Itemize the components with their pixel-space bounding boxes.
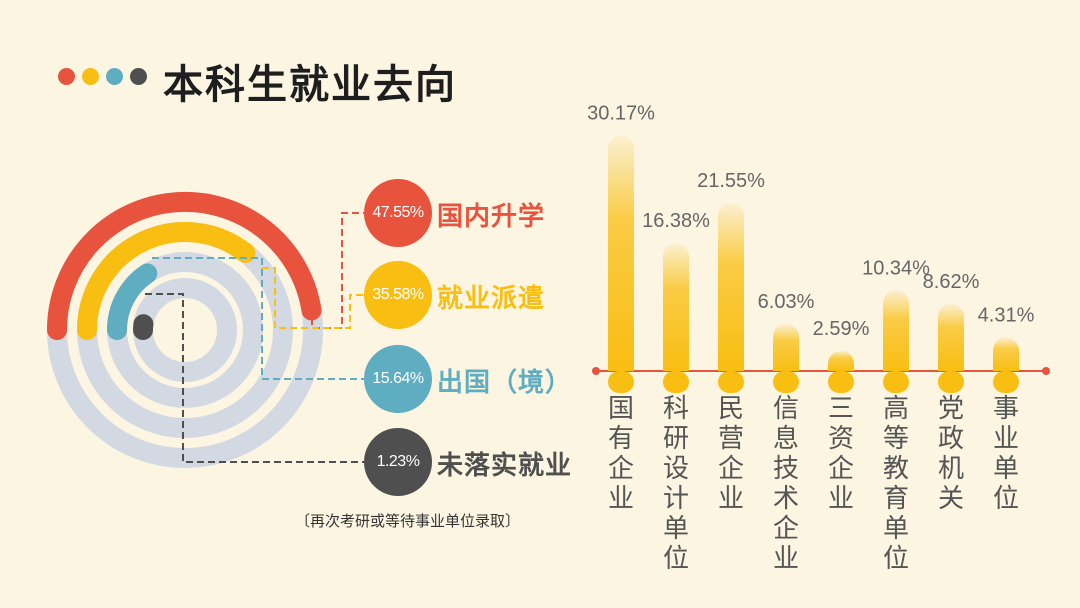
category-label-1-char-1: 国 — [608, 394, 634, 424]
category-label-3-char-3: 企 — [718, 454, 744, 484]
category-label-3-char-2: 营 — [718, 424, 744, 454]
leader-line-unemployed — [145, 293, 366, 463]
bar-base-1 — [608, 371, 634, 393]
radial-arc-2 — [77, 222, 256, 340]
chart-title: 本科生就业去向 — [163, 62, 457, 108]
badge-employment: 35.58% — [364, 261, 432, 329]
badge-unemployed: 1.23% — [364, 428, 432, 496]
bar-value-label-7: 8.62% — [923, 271, 980, 293]
category-label-1-char-4: 业 — [608, 484, 634, 514]
bar-base-3 — [718, 371, 744, 393]
category-label-2-char-4: 计 — [663, 484, 689, 514]
category-label-4-char-3: 技 — [773, 454, 799, 484]
category-label-8-char-3: 单 — [993, 454, 1019, 484]
bar-3 — [718, 202, 744, 371]
baseline-endpoint-left — [592, 367, 600, 375]
bar-value-label-8: 4.31% — [978, 304, 1035, 326]
label-employment: 就业派遣 — [437, 284, 546, 314]
category-label-8-char-1: 事 — [993, 394, 1019, 424]
bar-value-label-4: 6.03% — [758, 291, 815, 313]
track-ring-4 — [133, 278, 237, 382]
decor-dot-yellow — [82, 68, 99, 85]
badge-abroad: 15.64% — [364, 345, 432, 413]
bar-6 — [883, 290, 909, 371]
bar-base-7 — [938, 371, 964, 393]
category-label-5-char-1: 三 — [828, 394, 854, 424]
leader-line-employment — [262, 267, 366, 329]
bar-5 — [828, 350, 854, 371]
category-label-1-char-2: 有 — [608, 424, 634, 454]
bar-value-label-5: 2.59% — [813, 318, 870, 340]
category-label-4-char-4: 术 — [773, 484, 799, 514]
category-label-2-char-6: 位 — [663, 544, 689, 574]
label-abroad: 出国（境） — [437, 368, 573, 398]
category-label-7-char-1: 党 — [938, 394, 964, 424]
radial-arc-1 — [47, 192, 322, 340]
category-label-6-char-6: 位 — [883, 544, 909, 574]
category-label-8-char-4: 位 — [993, 484, 1019, 514]
category-label-2-char-2: 研 — [663, 424, 689, 454]
category-label-3-char-4: 业 — [718, 484, 744, 514]
bar-base-5 — [828, 371, 854, 393]
unemployed-note: 〔再次考研或等待事业单位录取〕 — [295, 512, 521, 530]
leader-line-domestic-study — [311, 212, 366, 329]
bar-value-label-1: 30.17% — [587, 103, 655, 125]
category-label-7-char-2: 政 — [938, 424, 964, 454]
category-label-2-char-5: 单 — [663, 514, 689, 544]
badge-domestic-study: 47.55% — [364, 179, 432, 247]
category-label-7-char-4: 关 — [938, 484, 964, 514]
category-label-6-char-4: 育 — [883, 484, 909, 514]
category-label-6-char-2: 等 — [883, 424, 909, 454]
bar-base-8 — [993, 371, 1019, 393]
bar-value-label-6: 10.34% — [862, 257, 930, 279]
category-label-5-char-2: 资 — [828, 424, 854, 454]
label-domestic-study: 国内升学 — [437, 202, 546, 232]
bar-value-label-2: 16.38% — [642, 210, 710, 232]
category-label-4-char-6: 业 — [773, 544, 799, 574]
category-label-5-char-3: 企 — [828, 454, 854, 484]
category-label-6-char-1: 高 — [883, 394, 909, 424]
decor-dot-blue — [106, 68, 123, 85]
bar-4 — [773, 323, 799, 371]
category-label-5-char-4: 业 — [828, 484, 854, 514]
category-label-3-char-1: 民 — [718, 394, 744, 424]
decor-dot-red — [58, 68, 75, 85]
bar-base-2 — [663, 371, 689, 393]
bar-base-6 — [883, 371, 909, 393]
category-label-4-char-5: 企 — [773, 514, 799, 544]
category-label-8-char-2: 业 — [993, 424, 1019, 454]
bar-1 — [608, 135, 634, 371]
label-unemployed: 未落实就业 — [437, 451, 573, 481]
bar-base-4 — [773, 371, 799, 393]
category-label-1-char-3: 企 — [608, 454, 634, 484]
category-label-2-char-3: 设 — [663, 454, 689, 484]
category-label-4-char-1: 信 — [773, 394, 799, 424]
category-label-2-char-1: 科 — [663, 394, 689, 424]
leader-line-abroad — [152, 257, 366, 380]
bar-8 — [993, 337, 1019, 371]
category-label-4-char-2: 息 — [773, 424, 799, 454]
bar-value-label-3: 21.55% — [697, 170, 765, 192]
baseline-endpoint-right — [1042, 367, 1050, 375]
category-label-6-char-5: 单 — [883, 514, 909, 544]
bar-7 — [938, 303, 964, 371]
category-label-7-char-3: 机 — [938, 454, 964, 484]
category-label-6-char-3: 教 — [883, 454, 909, 484]
bar-2 — [663, 243, 689, 371]
radial-arc-3 — [107, 263, 158, 340]
decor-dot-gray — [130, 68, 147, 85]
